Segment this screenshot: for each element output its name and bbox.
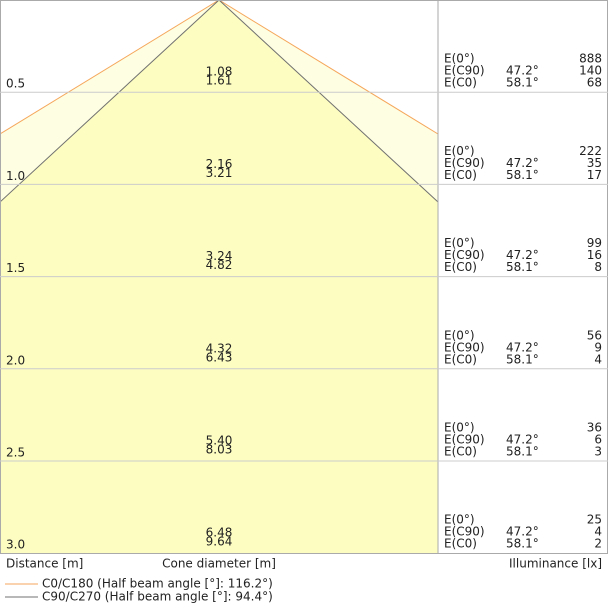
angle: 58.1° [506,76,539,90]
diameter-c90: 1.08 [206,65,233,79]
illuminance-label: E(C0) [444,352,477,366]
illuminance-label: E(0°) [444,52,475,66]
illuminance-value: 36 [587,421,602,435]
illuminance-value: 68 [587,76,602,90]
diameter-c90: 6.48 [206,526,233,540]
diameter-c90: 3.24 [206,249,233,263]
illuminance-label: E(C90) [444,340,485,354]
illuminance-label: E(C90) [444,64,485,78]
angle: 47.2° [506,64,539,78]
legend-label: C0/C180 (Half beam angle [°]: 116.2°) [42,577,273,591]
c0-edge [0,0,220,135]
distance: 2.0 [6,353,25,367]
illuminance-value: 16 [587,248,602,262]
illuminance-value: 140 [579,64,602,78]
illuminance-value: 4 [594,525,602,539]
angle: 58.1° [506,352,539,366]
illuminance-label: E(C90) [444,156,485,170]
diameter-c90: 5.40 [206,434,233,448]
illuminance-label: E(0°) [444,513,475,527]
illuminance-value: 222 [579,144,602,158]
angle: 47.2° [506,156,539,170]
angle: 47.2° [506,340,539,354]
illuminance-value: 8 [594,260,602,274]
distance: 2.5 [6,446,25,460]
angle: 47.2° [506,433,539,447]
illuminance-label: E(C0) [444,168,477,182]
illuminance-value: 9 [594,340,602,354]
illuminance-label: E(C90) [444,525,485,539]
angle: 58.1° [506,537,539,551]
angle: 58.1° [506,445,539,459]
illuminance-label: E(C0) [444,537,477,551]
diameter-c90: 2.16 [206,157,233,171]
illuminance-value: 3 [594,445,602,459]
illuminance-label: E(C90) [444,248,485,262]
illuminance-label: E(0°) [444,328,475,342]
footer-label: Illuminance [lx] [509,557,602,571]
illuminance-value: 35 [587,156,602,170]
distance: 1.5 [6,261,25,275]
illuminance-label: E(C90) [444,433,485,447]
diameter-c0: 8.03 [206,443,233,457]
distance: 0.5 [6,77,25,91]
legend-label: C90/C270 (Half beam angle [°]: 94.4°) [42,590,273,604]
illuminance-label: E(0°) [444,421,475,435]
footer-label: Cone diameter [m] [162,557,276,571]
distance: 1.0 [6,169,25,183]
diameter-c0: 3.21 [206,166,233,180]
diameter-c90: 4.32 [206,341,233,355]
angle: 58.1° [506,168,539,182]
distance: 3.0 [6,538,25,552]
illuminance-value: 4 [594,352,602,366]
c90-edge [218,0,439,203]
diameter-c0: 6.43 [206,350,233,364]
diameter-c0: 9.64 [206,535,233,549]
diameter-c0: 4.82 [206,258,233,272]
angle: 58.1° [506,260,539,274]
illuminance-value: 17 [587,168,602,182]
c0-edge [218,0,439,135]
illuminance-label: E(C0) [444,260,477,274]
illuminance-label: E(C0) [444,76,477,90]
illuminance-label: E(0°) [444,236,475,250]
footer-label: Distance [m] [6,557,83,571]
illuminance-label: E(C0) [444,445,477,459]
diameter-c0: 1.61 [206,74,233,88]
illuminance-value: 888 [579,52,602,66]
illuminance-value: 2 [594,537,602,551]
illuminance-label: E(0°) [444,144,475,158]
angle: 47.2° [506,248,539,262]
illuminance-value: 99 [587,236,602,250]
c90-edge [0,0,220,203]
illuminance-value: 56 [587,328,602,342]
angle: 47.2° [506,525,539,539]
illuminance-value: 6 [594,433,602,447]
illuminance-value: 25 [587,513,602,527]
